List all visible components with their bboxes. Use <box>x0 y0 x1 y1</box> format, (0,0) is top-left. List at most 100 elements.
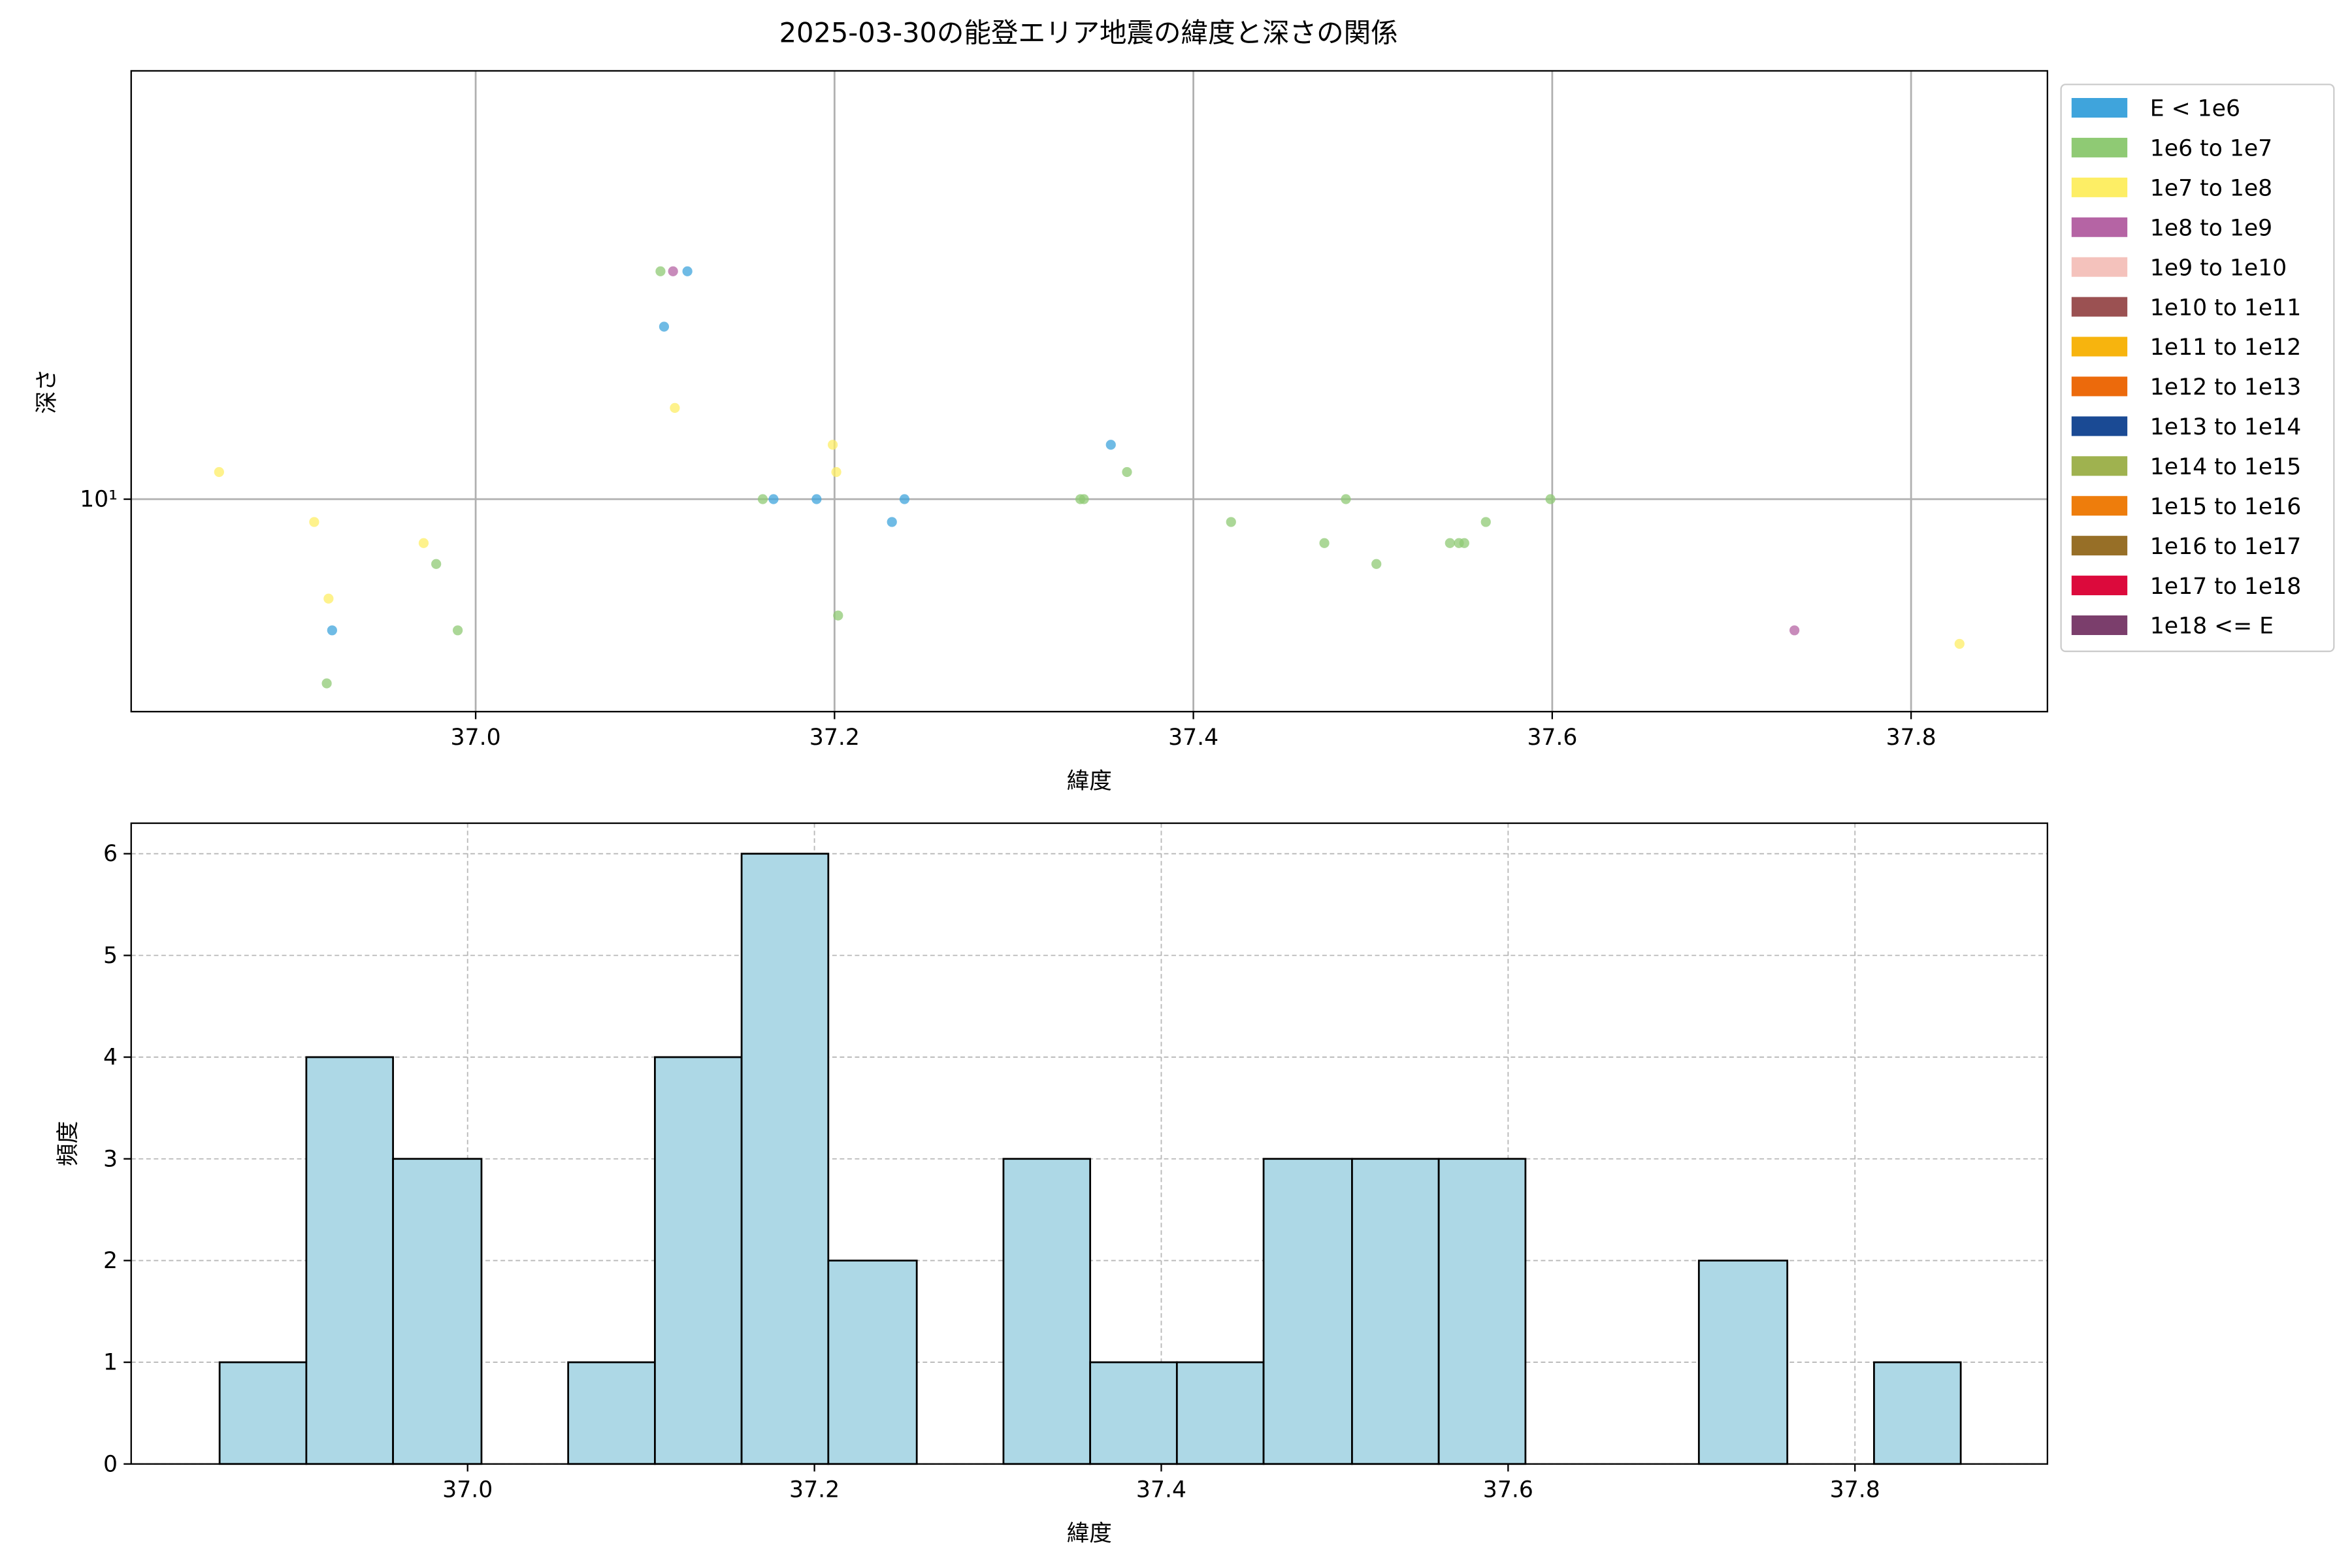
legend-label: 1e6 to 1e7 <box>2150 136 2272 162</box>
bar <box>305 1056 394 1465</box>
y-tick-label: 6 <box>103 841 118 867</box>
legend-swatch <box>2071 376 2128 397</box>
x-tick-label: 37.6 <box>1527 725 1577 751</box>
point <box>682 266 693 276</box>
point <box>668 266 678 276</box>
y-axis-label: 深さ <box>34 368 60 414</box>
bar <box>218 1361 308 1465</box>
legend-label: E < 1e6 <box>2150 96 2240 122</box>
y-tick-label: 10¹ <box>80 487 118 513</box>
x-tick-label: 37.0 <box>442 1477 493 1503</box>
point <box>1954 638 1965 649</box>
point <box>1319 538 1330 548</box>
legend-swatch <box>2071 177 2128 197</box>
point <box>214 466 224 478</box>
legend-swatch <box>2071 297 2128 317</box>
x-tick-label: 37.0 <box>451 725 501 751</box>
point <box>833 610 843 621</box>
point <box>1105 440 1116 450</box>
point <box>655 266 666 276</box>
legend-label: 1e18 <= E <box>2150 613 2274 640</box>
y-tick-label: 2 <box>103 1248 118 1274</box>
legend-label: 1e10 to 1e11 <box>2150 295 2301 321</box>
point <box>1459 538 1469 548</box>
bar <box>1697 1260 1789 1465</box>
bar <box>1175 1361 1265 1465</box>
legend-swatch <box>2071 456 2128 476</box>
legend-label: 1e14 to 1e15 <box>2150 454 2301 480</box>
bar <box>827 1260 918 1465</box>
bar <box>1002 1158 1092 1465</box>
point <box>1226 517 1236 527</box>
legend-label: 1e11 to 1e12 <box>2150 335 2301 361</box>
legend-swatch <box>2071 416 2128 436</box>
legend-swatch <box>2071 615 2128 635</box>
point <box>670 402 680 413</box>
point <box>1341 494 1351 504</box>
point <box>811 494 822 504</box>
x-axis-label: 緯度 <box>1067 768 1112 794</box>
legend-label: 1e17 to 1e18 <box>2150 574 2301 600</box>
legend-label: 1e12 to 1e13 <box>2150 374 2301 400</box>
legend: E < 1e6 1e6 to 1e7 1e7 to 1e8 1e8 to 1e9 1e9… <box>2060 84 2335 653</box>
point <box>1545 494 1556 504</box>
y-tick-label: 3 <box>103 1146 118 1172</box>
legend-box <box>2060 84 2335 653</box>
y-tick-label: 5 <box>103 943 118 969</box>
bar <box>1873 1361 1962 1465</box>
point <box>1079 494 1089 504</box>
x-tick-label: 37.4 <box>1168 725 1218 751</box>
point <box>1371 559 1382 569</box>
x-tick-label: 37.6 <box>1483 1477 1533 1503</box>
point <box>1789 625 1800 636</box>
point <box>1122 466 1132 478</box>
point <box>899 494 910 504</box>
legend-label: 1e7 to 1e8 <box>2150 176 2272 202</box>
point <box>1480 517 1491 527</box>
legend-swatch <box>2071 576 2128 596</box>
plot-frame <box>130 70 2048 713</box>
point <box>327 625 337 636</box>
x-tick-label: 37.4 <box>1136 1477 1186 1503</box>
legend-swatch <box>2071 496 2128 516</box>
point <box>827 440 838 450</box>
chart-title: 2025-03-30の能登エリア地震の緯度と深さの関係 <box>779 17 1398 49</box>
bar <box>1262 1158 1353 1465</box>
bar <box>392 1158 483 1465</box>
legend-label: 1e13 to 1e14 <box>2150 414 2301 440</box>
x-tick-label: 37.2 <box>789 1477 840 1503</box>
point <box>323 593 334 604</box>
y-axis-label: 頻度 <box>55 1121 81 1166</box>
x-axis-label: 緯度 <box>1067 1520 1112 1546</box>
y-tick-label: 1 <box>103 1350 118 1376</box>
plot-frame <box>130 822 2048 1465</box>
point <box>431 559 442 569</box>
legend-label: 1e9 to 1e10 <box>2150 255 2287 281</box>
legend-label: 1e16 to 1e17 <box>2150 534 2301 560</box>
y-tick-label: 0 <box>103 1451 118 1477</box>
point <box>768 494 779 504</box>
point <box>418 538 429 548</box>
bar <box>740 853 830 1465</box>
y-tick-label: 4 <box>103 1045 118 1071</box>
legend-label: 1e15 to 1e16 <box>2150 494 2301 520</box>
point <box>659 321 670 332</box>
point <box>309 517 319 527</box>
point <box>757 494 768 504</box>
bar <box>1437 1158 1527 1465</box>
x-tick-label: 37.8 <box>1886 725 1936 751</box>
point <box>452 625 463 636</box>
point <box>831 466 841 478</box>
point <box>321 678 332 689</box>
bar <box>567 1361 656 1465</box>
legend-swatch <box>2071 98 2128 118</box>
legend-swatch <box>2071 336 2128 357</box>
x-tick-label: 37.8 <box>1830 1477 1880 1503</box>
legend-label: 1e8 to 1e9 <box>2150 215 2272 241</box>
legend-swatch <box>2071 217 2128 237</box>
legend-swatch <box>2071 137 2128 157</box>
bar <box>1089 1361 1178 1465</box>
point <box>1445 538 1455 548</box>
legend-swatch <box>2071 257 2128 277</box>
